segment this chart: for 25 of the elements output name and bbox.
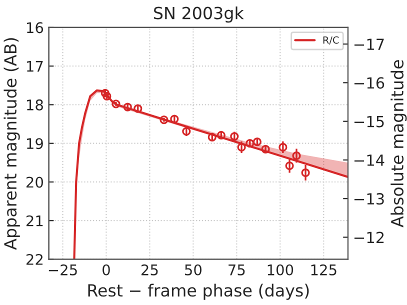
y2-tick-label: −15 xyxy=(354,116,384,128)
y-tick-label: 18 xyxy=(27,99,43,110)
y-tick-label: 16 xyxy=(27,22,44,34)
y-tick-label: 19 xyxy=(27,138,43,150)
x-axis-title: Rest − frame phase (days) xyxy=(88,284,309,300)
legend-label: R/C xyxy=(323,36,339,44)
x-tick-label: 125 xyxy=(311,264,336,276)
y-tick-label: 20 xyxy=(26,176,44,188)
y2-tick-label: −17 xyxy=(354,38,384,50)
x-tick-label: 75 xyxy=(228,264,245,276)
y2-axis-title: Absolute magnitude xyxy=(390,60,407,228)
x-tick-label: 100 xyxy=(268,264,294,276)
x-tick-label: 50 xyxy=(185,264,202,276)
x-tick-label: 25 xyxy=(142,264,158,276)
y2-tick-label: −12 xyxy=(354,232,384,244)
y2-tick-label: −14 xyxy=(354,154,384,166)
x-tick-label: −25 xyxy=(48,264,77,276)
x-tick-label: 0 xyxy=(102,264,110,276)
chart-title: SN 2003gk xyxy=(154,6,244,23)
y-tick-label: 17 xyxy=(27,60,43,72)
y-tick-label: 21 xyxy=(26,215,43,226)
y-tick-label: 22 xyxy=(26,254,43,265)
y2-tick-label: −13 xyxy=(354,193,384,205)
y-axis-title: Apparent magnitude (AB) xyxy=(4,38,20,250)
y2-tick-label: −16 xyxy=(354,77,384,89)
